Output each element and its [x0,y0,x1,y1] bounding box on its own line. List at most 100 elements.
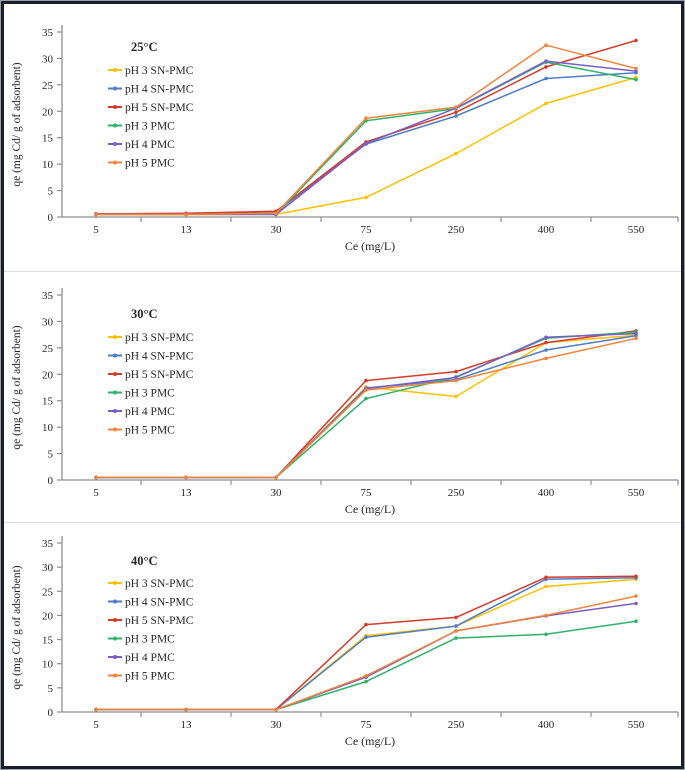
y-tick-label: 0 [48,212,54,224]
legend-marker-dot [113,105,117,109]
legend-label: pH 5 PMC [125,671,175,683]
x-tick-label: 30 [271,224,283,236]
series-point-pH-5-PMC [94,212,98,217]
y-axis-title: qe (mg Cd/ g of adsorbent) [11,62,23,186]
series-point-pH-5-SN-PMC [634,574,638,579]
series-point-pH-4-PMC [544,59,548,63]
y-tick-label: 35 [42,27,54,39]
series-point-pH-4-SN-PMC [544,76,548,81]
chart-panel-25c: 0 5 10 15 20 25 30 35 5 13 30 75 250 400 550 25°C pH 3 S… [4,4,681,272]
legend-label: pH 4 PMC [125,139,175,151]
y-tick-label: 25 [42,586,54,598]
x-tick-label: 400 [538,719,555,731]
series-point-pH-4-SN-PMC [544,348,548,352]
legend-marker-dot [113,618,117,622]
series-point-pH-5-PMC [274,211,278,216]
series-point-pH-4-PMC [544,335,548,340]
legend-label: pH 3 SN-PMC [125,578,194,590]
series-point-pH-4-SN-PMC [454,114,458,118]
series-point-pH-4-PMC [634,69,638,73]
y-tick-label: 20 [42,106,54,118]
x-tick-label: 75 [361,719,373,731]
y-tick-label: 30 [42,562,54,574]
series-point-pH-5-SN-PMC [544,340,548,345]
legend-label: pH 4 PMC [125,406,175,418]
y-tick-label: 15 [42,396,54,408]
legend-label: pH 5 SN-PMC [125,102,194,114]
series-point-pH-5-PMC [274,475,278,480]
series-point-pH-4-PMC [454,375,458,380]
series-point-pH-4-SN-PMC [364,635,368,639]
series-point-pH-5-PMC [364,116,368,120]
y-tick-label: 20 [42,369,54,381]
series-point-pH-3-SN-PMC [454,151,458,156]
legend-label: pH 3 SN-PMC [125,332,194,344]
legend-label: pH 5 SN-PMC [125,615,194,627]
legend-label: pH 4 PMC [125,652,175,664]
y-tick-label: 15 [42,635,54,647]
legend-marker-dot [113,372,117,376]
y-tick-label: 10 [42,659,54,671]
chart-title: 40°C [131,554,158,568]
legend-marker-dot [113,427,117,432]
y-tick-label: 25 [42,80,54,92]
legend-marker-dot [113,123,117,128]
series-point-pH-5-PMC [634,336,638,341]
chart-panel-30c: 0 5 10 15 20 25 30 35 5 13 30 75 250 400 550 30°C pH 3 S… [4,272,681,523]
series-point-pH-5-PMC [364,388,368,392]
chart-25c-svg: 0 5 10 15 20 25 30 35 5 13 30 75 250 400 550 25°C pH 3 S… [11,25,679,253]
legend-label: pH 5 SN-PMC [125,369,194,381]
series-point-pH-5-PMC [454,378,458,383]
series-point-pH-4-SN-PMC [454,624,458,628]
series-point-pH-5-SN-PMC [544,65,548,69]
legend-label: pH 5 PMC [125,425,175,437]
legend-label: pH 3 PMC [125,388,175,400]
series-point-pH-5-PMC [544,43,548,47]
legend-label: pH 3 SN-PMC [125,65,194,77]
series-point-pH-5-PMC [94,707,98,712]
y-tick-label: 10 [42,159,54,171]
x-tick-label: 13 [181,224,193,236]
x-tick-label: 250 [448,487,465,499]
series-point-pH-5-PMC [544,613,548,618]
chart-30c-svg: 0 5 10 15 20 25 30 35 5 13 30 75 250 400 550 30°C pH 3 S… [11,288,679,516]
chart-40c-svg: 0 5 10 15 20 25 30 35 5 13 30 75 250 400 550 40°C pH 3 S… [11,536,679,748]
y-tick-label: 5 [48,683,54,695]
y-tick-label: 35 [42,538,54,550]
x-tick-label: 13 [181,719,193,731]
y-tick-label: 5 [48,449,54,461]
x-tick-label: 5 [93,224,99,236]
x-axis-title: Ce (mg/L) [345,502,395,516]
series-point-pH-5-SN-PMC [454,615,458,620]
legend-marker-dot [113,335,117,339]
y-tick-label: 15 [42,133,54,145]
series-point-pH-4-PMC [364,141,368,146]
legend-marker-dot [113,581,117,585]
y-tick-label: 0 [48,475,54,487]
legend-label: pH 4 SN-PMC [125,351,194,363]
y-tick-label: 0 [48,707,54,719]
series-point-pH-3-PMC [364,679,368,684]
legend-label: pH 3 PMC [125,121,175,133]
series-point-pH-3-PMC [634,77,638,82]
legend-marker-dot [113,68,117,72]
series-point-pH-5-SN-PMC [454,110,458,115]
legend-label: pH 4 SN-PMC [125,597,194,609]
x-tick-label: 400 [538,487,555,499]
x-tick-label: 550 [628,224,645,236]
x-tick-label: 13 [181,487,193,499]
legend-marker-dot [113,599,117,604]
series-point-pH-3-SN-PMC [454,394,458,399]
series-point-pH-3-SN-PMC [544,101,548,106]
x-tick-label: 550 [628,719,645,731]
y-tick-label: 5 [48,186,54,198]
series-point-pH-4-PMC [634,331,638,336]
series-point-pH-5-PMC [634,66,638,71]
series-point-pH-5-PMC [184,707,188,712]
legend-marker-dot [113,636,117,641]
y-tick-label: 35 [42,290,54,302]
legend-marker-dot [113,353,117,358]
y-tick-label: 30 [42,316,54,328]
